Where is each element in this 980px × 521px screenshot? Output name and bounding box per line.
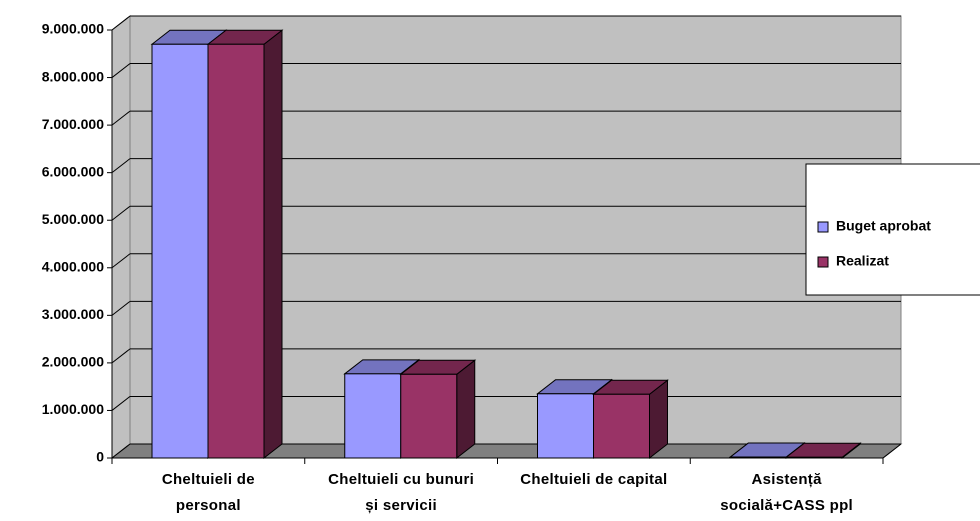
grid-line-side xyxy=(111,15,131,31)
y-tick-label: 4.000.000 xyxy=(42,258,104,274)
y-tick-label: 9.000.000 xyxy=(42,21,104,37)
legend-label: Buget aprobat xyxy=(836,218,931,234)
side-wall xyxy=(111,14,131,460)
bar xyxy=(729,456,787,459)
y-tick-label: 0 xyxy=(96,449,104,465)
legend-label: Realizat xyxy=(836,253,889,269)
grid-line-side xyxy=(111,110,131,126)
y-tick-label: 3.000.000 xyxy=(42,306,104,322)
y-tick-label: 6.000.000 xyxy=(42,163,104,179)
y-tick-label: 5.000.000 xyxy=(42,211,104,227)
bar-side xyxy=(263,29,283,460)
x-axis-end xyxy=(882,443,902,459)
bar xyxy=(537,393,594,459)
grid-line-side xyxy=(111,396,131,411)
bar xyxy=(344,373,402,459)
y-tick-label: 2.000.000 xyxy=(42,354,104,370)
bar xyxy=(151,43,209,459)
y-tick-label: 1.000.000 xyxy=(42,401,104,417)
y-tick-label: 7.000.000 xyxy=(42,116,104,132)
legend-swatch xyxy=(817,221,829,233)
grid-line-side xyxy=(111,300,131,316)
bar xyxy=(593,393,650,459)
x-tick-label: Cheltuieli cu bunuri și servicii xyxy=(328,471,475,514)
grid-line-side xyxy=(111,348,131,364)
bar xyxy=(207,43,265,459)
x-tick-label: Asistență socială+CASS ppl xyxy=(720,471,853,514)
grid-line-side xyxy=(111,158,131,174)
y-tick-label: 8.000.000 xyxy=(42,68,104,84)
grid-line-side xyxy=(111,253,131,269)
bar xyxy=(400,373,458,459)
grid-line-side xyxy=(111,63,131,78)
legend-swatch xyxy=(817,256,829,268)
bar xyxy=(785,456,843,459)
grid-line-side xyxy=(111,205,131,221)
legend-box xyxy=(805,163,980,296)
bar-side xyxy=(456,359,476,460)
grid-line-side xyxy=(111,443,131,459)
x-tick-label: Cheltuieli de capital xyxy=(520,471,668,488)
x-tick-label: Cheltuieli de personal xyxy=(161,471,255,514)
